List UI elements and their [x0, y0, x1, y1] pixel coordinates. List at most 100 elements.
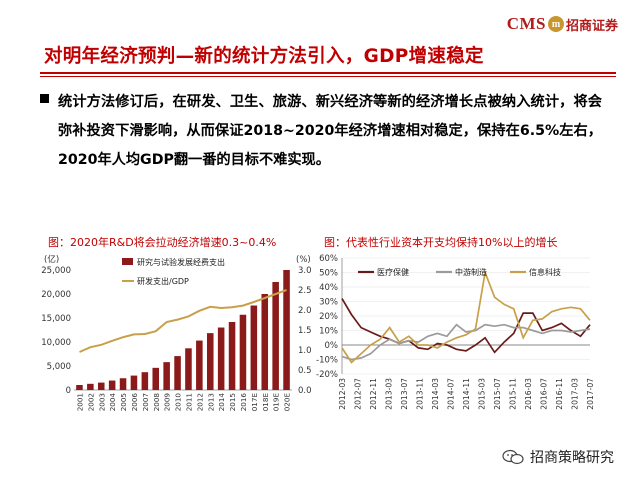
rd-bar: [76, 384, 83, 390]
y-tick-label: 20%: [319, 312, 338, 322]
x-tick-label: 2013-07: [400, 378, 409, 410]
x-tick-label: 2009: [163, 393, 172, 412]
rd-bar: [97, 382, 105, 390]
title-divider: [40, 72, 616, 74]
rd-bar: [196, 340, 203, 390]
x-tick-label: 2003: [97, 393, 106, 411]
title-divider-thin: [40, 76, 616, 77]
legend-label: 医疗保健: [377, 267, 409, 277]
x-tick-label: 2012-11: [369, 378, 378, 410]
y-tick-label: 0%: [325, 341, 339, 351]
left-y-tick-label: 15,000: [41, 314, 71, 324]
logo-chinese-name: 招商证券: [565, 18, 618, 34]
x-tick-label: 2014: [217, 393, 226, 412]
x-tick-label: 2011: [184, 393, 193, 411]
x-tick-label: 2012: [195, 393, 204, 411]
rd-bar: [283, 270, 290, 390]
rd-bar: [206, 333, 214, 390]
right-y-tick-label: 2.5: [298, 286, 312, 296]
x-tick-label: 2002: [86, 393, 95, 411]
rd-bar: [152, 367, 160, 390]
slide-title: 对明年经济预判—新的统计方法引入，GDP增速稳定: [44, 46, 484, 67]
x-tick-label: 2019E: [272, 393, 281, 412]
x-tick-label: 2016-03: [524, 378, 533, 410]
left-chart-caption: 图：2020年R&D将会拉动经济增速0.3~0.4%: [48, 236, 277, 249]
series-line: [341, 323, 591, 361]
legend-label: 中游制造: [455, 267, 487, 277]
left-axis-unit: (亿): [44, 254, 59, 265]
x-tick-label: 2017E: [250, 393, 259, 412]
rd-bar: [119, 378, 127, 390]
x-tick-label: 2001: [75, 393, 84, 411]
wechat-icon: [502, 449, 524, 465]
bullet-text: 统计方法修订后，在研发、卫生、旅游、新兴经济等新的经济增长点被纳入统计，将会弥补…: [58, 94, 602, 168]
rd-bar: [108, 380, 116, 390]
x-tick-label: 2014-07: [447, 378, 456, 410]
x-tick-label: 2013-03: [385, 378, 394, 410]
x-tick-label: 2016-11: [555, 378, 564, 410]
legend-bar-swatch: [122, 258, 133, 265]
y-tick-label: 60%: [319, 254, 338, 264]
y-tick-label: 50%: [319, 269, 338, 279]
y-tick-label: -20%: [316, 370, 338, 380]
y-tick-label: 40%: [319, 283, 338, 293]
rd-bar: [130, 375, 138, 390]
legend-bar-label: 研究与试验发展经费支出: [137, 257, 225, 267]
x-tick-label: 2006: [130, 393, 139, 412]
x-tick-label: 2020E: [283, 393, 292, 412]
series-line: [341, 269, 591, 364]
rd-spending-chart: (亿) (%) 0 5,000 10,000 15,000 20,000 25,000 0.0 0…: [41, 254, 312, 412]
rd-bar: [87, 383, 94, 390]
x-tick-label: 2014-03: [431, 378, 440, 410]
rd-bar: [272, 282, 279, 390]
right-y-tick-label: 0.5: [298, 366, 312, 376]
square-bullet-icon: [40, 94, 49, 103]
x-tick-label: 2012-03: [338, 378, 347, 410]
x-tick-label: 2012-07: [354, 378, 363, 410]
x-tick-label: 2004: [108, 393, 117, 412]
x-tick-label: 2013-11: [416, 378, 425, 410]
left-y-tick-label: 20,000: [41, 290, 71, 300]
logo-brand: CMS: [506, 14, 546, 33]
right-axis-unit: (%): [296, 255, 311, 265]
company-logo: CMS m 招商证券: [507, 14, 618, 34]
rd-bar: [239, 314, 247, 390]
x-tick-label: 2018E: [261, 393, 270, 412]
rd-bar: [217, 327, 225, 390]
legend-line-label: 研发支出/GDP: [137, 276, 189, 286]
x-tick-label: 2005: [119, 393, 128, 411]
x-tick-label: 2008: [152, 393, 161, 412]
watermark: 招商策略研究: [502, 447, 614, 467]
x-tick-label: 2017-03: [571, 378, 580, 410]
x-tick-label: 2013: [206, 393, 215, 411]
rd-bar: [228, 321, 236, 390]
x-tick-label: 2017-07: [586, 378, 595, 410]
x-tick-label: 2014-11: [462, 378, 471, 410]
y-tick-label: -10%: [316, 356, 338, 366]
left-y-tick-label: 0: [66, 386, 71, 396]
left-y-tick-label: 5,000: [47, 362, 71, 372]
capex-growth-chart: -20% -10% 0% 10% 20% 30% 40% 50% 60% 2012-03 2012-…: [316, 254, 595, 410]
x-tick-label: 2010: [174, 393, 183, 412]
left-y-tick-label: 10,000: [41, 338, 71, 348]
rd-gdp-ratio-line: [79, 289, 287, 353]
watermark-text: 招商策略研究: [530, 450, 614, 466]
rd-bar: [185, 348, 192, 390]
left-y-tick-label: 25,000: [41, 266, 71, 276]
x-tick-label: 2015-03: [478, 378, 487, 410]
legend-label: 信息科技: [529, 267, 561, 277]
x-tick-label: 2016-07: [540, 378, 549, 410]
series-line: [341, 298, 591, 354]
right-y-tick-label: 1.0: [298, 346, 312, 356]
bullet-point: 统计方法修订后，在研发、卫生、旅游、新兴经济等新的经济增长点被纳入统计，将会弥补…: [40, 88, 602, 175]
right-y-tick-label: 1.5: [298, 326, 312, 336]
rd-bar: [141, 372, 149, 390]
rd-bar: [250, 305, 258, 390]
y-tick-label: 10%: [319, 327, 338, 337]
right-y-tick-label: 2.0: [298, 306, 312, 316]
x-tick-label: 2007: [141, 393, 150, 411]
x-tick-label: 2015-11: [509, 378, 518, 410]
x-tick-label: 2015: [228, 393, 237, 411]
x-tick-label: 2015-07: [493, 378, 502, 410]
rd-bar: [163, 362, 170, 390]
